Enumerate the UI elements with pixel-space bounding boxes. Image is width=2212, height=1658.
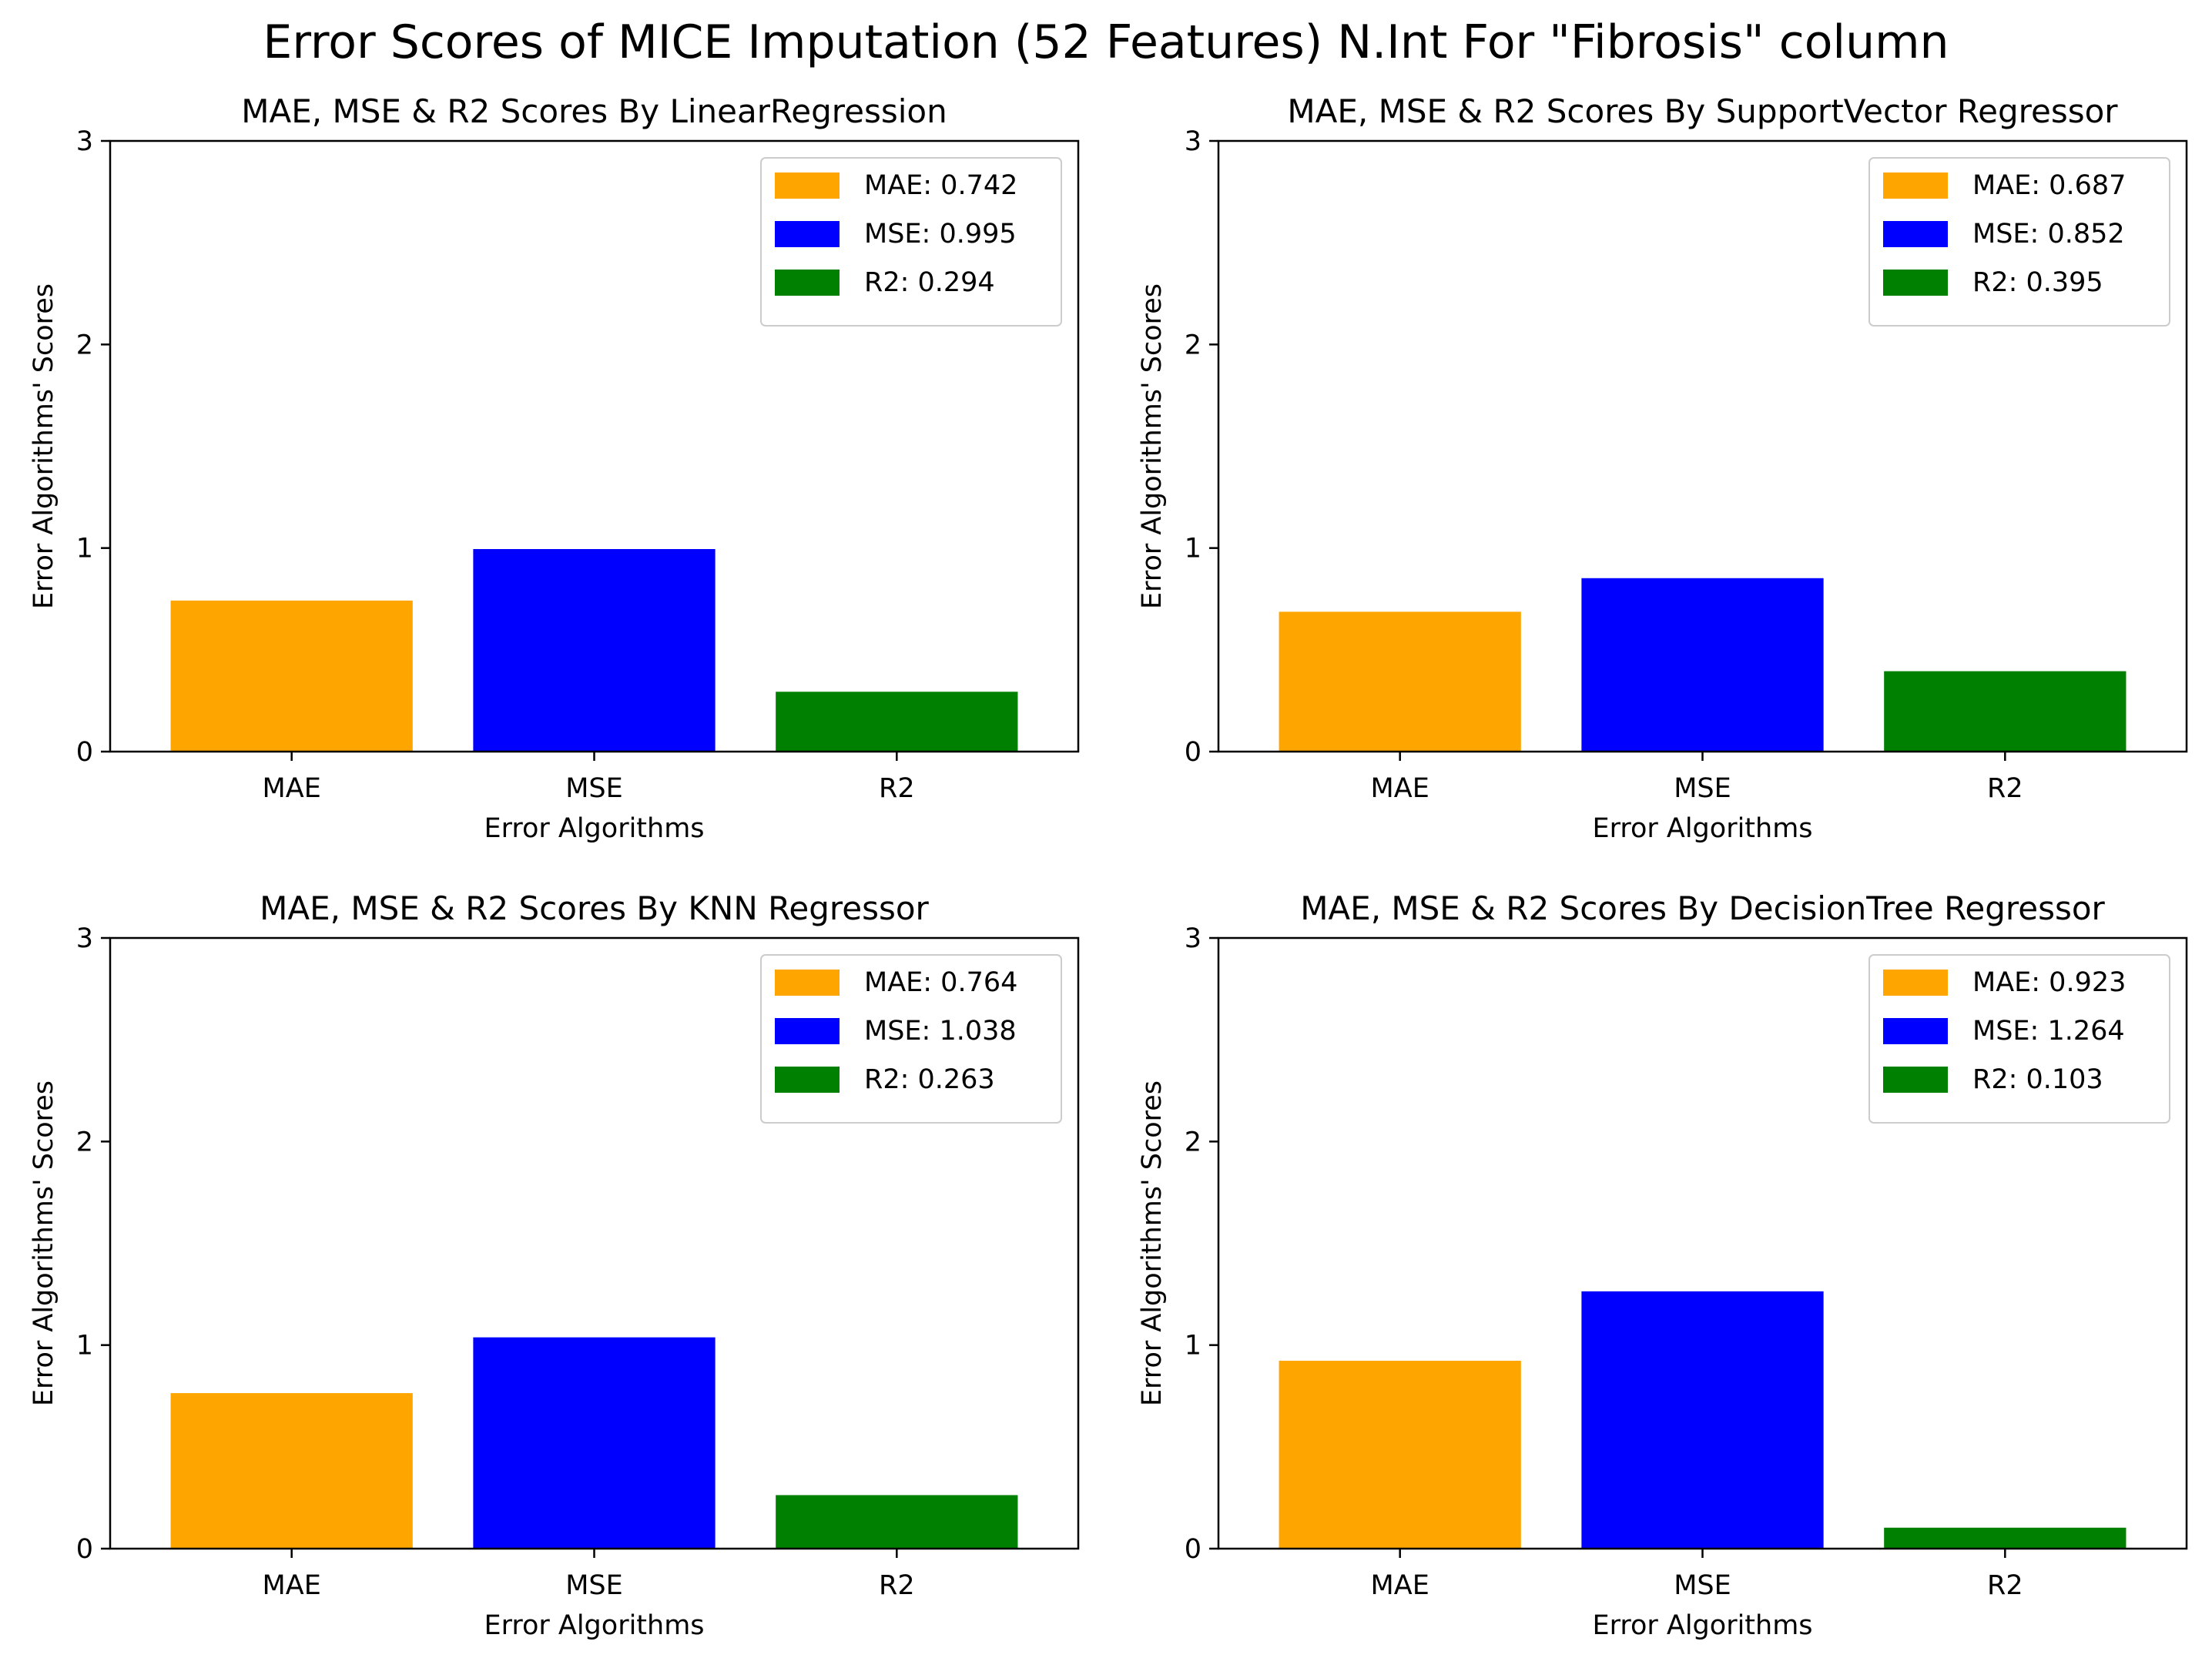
legend-entry: R2: 0.103 <box>1972 1064 2103 1095</box>
figure-suptitle: Error Scores of MICE Imputation (52 Feat… <box>263 15 1949 69</box>
bar-r2 <box>776 692 1018 752</box>
legend-entry: MSE: 1.038 <box>864 1016 1017 1047</box>
bar-mae <box>1279 611 1521 752</box>
x-tick-label: R2 <box>1987 773 2023 804</box>
x-tick-label: R2 <box>879 773 915 804</box>
bar-mse <box>1581 1291 1824 1549</box>
bar-mae <box>1279 1361 1521 1549</box>
bar-mse <box>1581 578 1824 752</box>
y-axis-label: Error Algorithms' Scores <box>1137 1080 1168 1406</box>
legend-swatch <box>1883 270 1948 296</box>
y-tick-label: 1 <box>76 534 93 564</box>
legend-swatch <box>1883 1067 1948 1093</box>
x-axis-label: Error Algorithms <box>1592 1610 1812 1641</box>
y-axis-label: Error Algorithms' Scores <box>1137 283 1168 609</box>
legend-entry: MSE: 0.995 <box>864 219 1017 250</box>
legend-entry: MAE: 0.764 <box>864 967 1017 998</box>
chart-panel-1: 0 1 2 3 MAE MSE R2 Error Algorithms Error Algori… <box>28 92 1080 844</box>
y-axis-label: Error Algorithms' Scores <box>28 283 59 609</box>
y-tick-label: 2 <box>1185 330 1202 360</box>
chart-title: MAE, MSE & R2 Scores By LinearRegression <box>241 92 947 130</box>
legend-swatch <box>775 1067 840 1093</box>
legend: MAE: 0.742 MSE: 0.995 R2: 0.294 <box>760 157 1062 327</box>
x-tick-label: R2 <box>879 1570 915 1601</box>
legend-entry: MAE: 0.742 <box>864 170 1017 201</box>
x-tick-label: MSE <box>1674 773 1731 804</box>
x-tick-label: MSE <box>565 1570 623 1601</box>
chart-panel-3: 0 1 2 3 MAE MSE R2 Error Algorithms Error Algori… <box>28 889 1080 1641</box>
bar-r2 <box>1884 1527 2127 1549</box>
legend: MAE: 0.923 MSE: 1.264 R2: 0.103 <box>1868 954 2170 1124</box>
chart-title: MAE, MSE & R2 Scores By KNN Regressor <box>260 889 929 927</box>
bar-r2 <box>776 1495 1018 1549</box>
x-tick-label: MSE <box>1674 1570 1731 1601</box>
y-tick-label: 3 <box>1185 923 1202 954</box>
y-tick-label: 3 <box>76 126 93 157</box>
legend-entry: MSE: 0.852 <box>1972 219 2125 250</box>
bar-r2 <box>1884 671 2127 752</box>
x-tick-label: MAE <box>263 773 321 804</box>
x-tick-label: R2 <box>1987 1570 2023 1601</box>
legend-swatch <box>1883 1018 1948 1044</box>
x-tick-label: MAE <box>1371 1570 1429 1601</box>
legend-swatch <box>775 221 840 247</box>
x-tick-label: MSE <box>565 773 623 804</box>
legend-entry: R2: 0.263 <box>864 1064 995 1095</box>
chart-panel-2: 0 1 2 3 MAE MSE R2 Error Algorithms Error Algori… <box>1137 92 2188 844</box>
y-tick-label: 2 <box>1185 1127 1202 1157</box>
y-tick-label: 0 <box>1185 1534 1202 1565</box>
bar-mse <box>473 548 716 752</box>
y-tick-label: 0 <box>76 737 93 768</box>
x-axis-label: Error Algorithms <box>1592 813 1812 844</box>
y-axis-label: Error Algorithms' Scores <box>28 1080 59 1406</box>
y-tick-label: 0 <box>76 1534 93 1565</box>
chart-title: MAE, MSE & R2 Scores By DecisionTree Reg… <box>1300 889 2105 927</box>
bar-mse <box>473 1337 716 1549</box>
legend-swatch <box>775 172 840 199</box>
legend-swatch <box>775 270 840 296</box>
legend-entry: MAE: 0.687 <box>1972 170 2126 201</box>
legend-swatch <box>775 1018 840 1044</box>
legend-entry: R2: 0.294 <box>864 267 995 298</box>
y-tick-label: 3 <box>76 923 93 954</box>
y-tick-label: 2 <box>76 330 93 360</box>
y-tick-label: 1 <box>76 1331 93 1362</box>
y-tick-label: 1 <box>1185 534 1202 564</box>
chart-panel-4: 0 1 2 3 MAE MSE R2 Error Algorithms Error Algori… <box>1137 889 2188 1641</box>
legend: MAE: 0.764 MSE: 1.038 R2: 0.263 <box>760 954 1062 1124</box>
y-tick-label: 3 <box>1185 126 1202 157</box>
legend-swatch <box>1883 970 1948 996</box>
x-tick-label: MAE <box>263 1570 321 1601</box>
chart-grid: 0 1 2 3 MAE MSE R2 Error Algorithms Error Algori… <box>28 92 2188 1641</box>
x-axis-label: Error Algorithms <box>484 813 704 844</box>
bar-mae <box>170 1393 413 1549</box>
x-tick-label: MAE <box>1371 773 1429 804</box>
legend: MAE: 0.687 MSE: 0.852 R2: 0.395 <box>1868 157 2170 327</box>
legend-entry: R2: 0.395 <box>1972 267 2103 298</box>
y-tick-label: 1 <box>1185 1331 1202 1362</box>
legend-swatch <box>1883 172 1948 199</box>
y-tick-label: 2 <box>76 1127 93 1157</box>
legend-swatch <box>775 970 840 996</box>
y-tick-label: 0 <box>1185 737 1202 768</box>
bar-mae <box>170 600 413 752</box>
legend-entry: MSE: 1.264 <box>1972 1016 2125 1047</box>
legend-entry: MAE: 0.923 <box>1972 967 2126 998</box>
x-axis-label: Error Algorithms <box>484 1610 704 1641</box>
legend-swatch <box>1883 221 1948 247</box>
chart-title: MAE, MSE & R2 Scores By SupportVector Re… <box>1287 92 2118 130</box>
